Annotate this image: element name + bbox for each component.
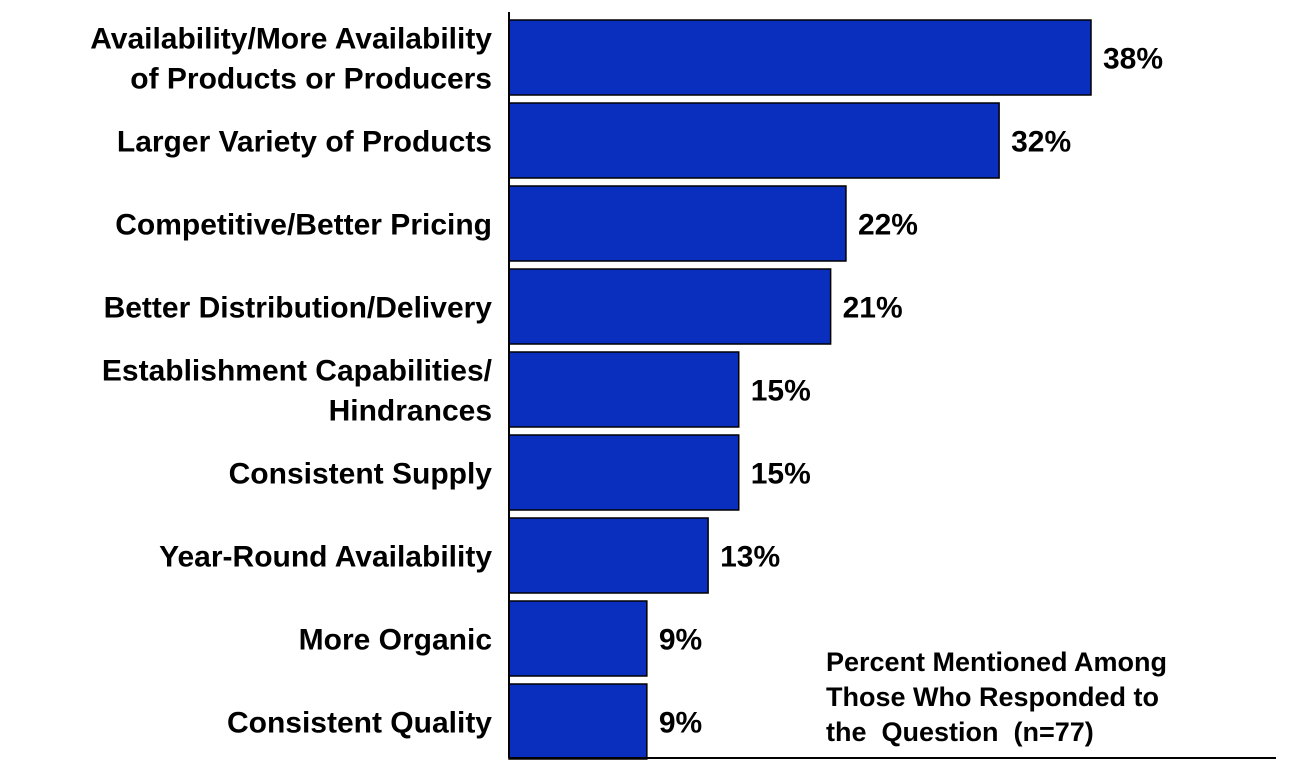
value-label-5: 15%: [751, 458, 811, 491]
bars-group: [508, 19, 1092, 760]
value-label-8: 9%: [659, 707, 702, 740]
category-label-0-line-1: of Products or Producers: [130, 63, 492, 96]
category-label-6: Year-Round Availability: [159, 541, 492, 574]
value-labels-group: 38% 32% 22% 21% 15% 15% 13% 9% 9%: [659, 43, 1163, 740]
bar-1: [508, 102, 1000, 179]
category-labels-group: Availability/More Availability of Product…: [90, 23, 492, 740]
category-label-8: Consistent Quality: [227, 707, 492, 740]
bar-2: [508, 185, 847, 262]
value-label-7: 9%: [659, 624, 702, 657]
bar-4: [508, 351, 740, 428]
bar-7: [508, 600, 648, 677]
category-label-0-line-0: Availability/More Availability: [90, 23, 492, 56]
value-label-0: 38%: [1103, 43, 1163, 76]
category-label-5: Consistent Supply: [229, 458, 493, 491]
bar-3: [508, 268, 832, 345]
bar-8: [508, 683, 648, 760]
category-label-2: Competitive/Better Pricing: [115, 209, 492, 242]
category-label-1: Larger Variety of Products: [117, 126, 492, 159]
annotation-note: Percent Mentioned Among Those Who Respon…: [826, 647, 1168, 747]
value-label-1: 32%: [1011, 126, 1071, 159]
category-label-3: Better Distribution/Delivery: [104, 292, 493, 325]
bar-0: [508, 19, 1092, 96]
category-label-7: More Organic: [299, 624, 492, 657]
value-label-3: 21%: [843, 292, 903, 325]
value-label-4: 15%: [751, 375, 811, 408]
bar-5: [508, 434, 740, 511]
value-label-2: 22%: [858, 209, 918, 242]
category-label-4-line-0: Establishment Capabilities/: [102, 355, 493, 388]
value-label-6: 13%: [720, 541, 780, 574]
bar-6: [508, 517, 709, 594]
category-label-4-line-1: Hindrances: [329, 395, 492, 428]
